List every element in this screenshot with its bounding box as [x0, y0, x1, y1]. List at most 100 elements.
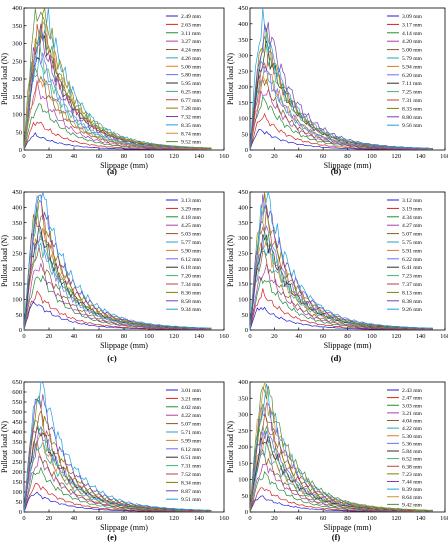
legend-label: 4.24 mm: [181, 48, 202, 54]
legend-label: 5.90 mm: [181, 248, 202, 254]
series-line: [23, 301, 212, 331]
legend-label: 7.28 mm: [181, 106, 202, 112]
y-tick-label: 350: [12, 220, 22, 227]
legend-label: 9.56 mm: [402, 123, 423, 129]
legend-label: 3.27 mm: [181, 39, 202, 45]
chart-panel-c: 0 20 40 60 80 100 120 140 160 0 50 100 150 200 250 300 3…: [0, 189, 229, 363]
y-tick-label: 400: [238, 205, 248, 212]
y-tick-label: 50: [242, 131, 249, 138]
x-tick-label: 60: [96, 515, 103, 522]
x-tick-label: 20: [46, 333, 53, 340]
legend-label: 8.13 mm: [402, 290, 423, 296]
x-tick-label: 60: [320, 515, 327, 522]
y-tick-label: 450: [12, 419, 22, 426]
x-tick-label: 40: [296, 153, 303, 160]
x-tick-label: 0: [248, 333, 251, 340]
chart-panel-d: 0 20 40 60 80 100 120 140 160 0 50 100 150 200 250 300 3…: [226, 189, 448, 363]
x-tick-label: 160: [219, 333, 229, 340]
legend-label: 5.94 mm: [402, 64, 423, 70]
y-tick-label: 0: [19, 327, 22, 334]
y-tick-label: 300: [238, 235, 248, 242]
x-tick-label: 60: [96, 153, 103, 160]
x-axis-label: Slippage (mm): [100, 523, 148, 532]
x-axis-label: Slippage (mm): [324, 161, 372, 170]
legend-label: 2.43 mm: [402, 388, 423, 394]
legend-label: 6.12 mm: [181, 257, 202, 263]
legend-label: 8.64 mm: [402, 495, 423, 501]
legend-label: 3.12 mm: [402, 198, 423, 204]
panel-label: (a): [107, 166, 117, 176]
legend-label: 4.04 mm: [402, 419, 423, 425]
y-tick-label: 650: [12, 379, 22, 386]
x-tick-label: 0: [248, 515, 251, 522]
y-tick-label: 0: [245, 327, 248, 334]
legend-label: 8.87 mm: [181, 489, 202, 495]
chart-panel-b: 0 20 40 60 80 100 120 140 160 0 50 100 150 200 250 300 3…: [226, 5, 448, 176]
legend-label: 4.22 mm: [181, 413, 202, 419]
x-tick-label: 100: [144, 153, 154, 160]
legend-label: 5.75 mm: [402, 240, 423, 246]
legend-label: 8.80 mm: [402, 115, 423, 121]
x-tick-label: 140: [194, 515, 204, 522]
legend-label: 9.52 mm: [181, 140, 202, 146]
series-line: [23, 214, 212, 331]
series-line: [249, 288, 433, 331]
chart-panel-e: 0 20 40 60 80 100 120 140 160 0 50 100 150 200 250 300 3…: [0, 379, 229, 542]
legend-label: 8.39 mm: [402, 487, 423, 493]
y-tick-label: 150: [238, 460, 248, 467]
y-tick-label: 250: [238, 68, 248, 75]
legend-label: 7.32 mm: [181, 115, 202, 121]
legend-label: 9.34 mm: [181, 307, 202, 313]
y-tick-label: 200: [238, 266, 248, 273]
legend-label: 8.58 mm: [181, 299, 202, 305]
x-tick-label: 20: [46, 153, 53, 160]
x-axis-label: Slippage (mm): [324, 523, 372, 532]
y-tick-label: 50: [16, 499, 23, 506]
x-tick-label: 0: [22, 153, 25, 160]
series-line: [23, 121, 212, 151]
legend-label: 4.34 mm: [402, 215, 423, 221]
x-tick-label: 100: [144, 515, 154, 522]
x-tick-label: 100: [367, 333, 377, 340]
legend-label: 7.31 mm: [402, 98, 423, 104]
y-axis-label: Pullout load (N): [226, 235, 235, 287]
x-tick-label: 80: [344, 153, 351, 160]
y-tick-label: 500: [12, 409, 22, 416]
y-tick-label: 250: [238, 428, 248, 435]
legend-label: 4.02 mm: [181, 405, 202, 411]
y-tick-label: 250: [12, 251, 22, 258]
panel-label: (e): [107, 532, 117, 542]
y-tick-label: 50: [242, 493, 249, 500]
y-tick-label: 450: [238, 5, 248, 12]
legend-label: 6.18 mm: [181, 265, 202, 271]
series-line: [23, 80, 212, 151]
y-tick-label: 350: [12, 439, 22, 446]
series-line: [249, 22, 433, 151]
legend-label: 4.14 mm: [402, 31, 423, 37]
legend-label: 3.19 mm: [402, 206, 423, 212]
y-tick-label: 50: [16, 129, 23, 136]
panel-label: (d): [331, 353, 342, 363]
legend-label: 6.52 mm: [402, 457, 423, 463]
legend-label: 3.13 mm: [181, 198, 202, 204]
series-line: [23, 35, 212, 151]
legend-label: 5.07 mm: [402, 232, 423, 238]
y-tick-label: 200: [12, 266, 22, 273]
x-tick-label: 120: [391, 515, 401, 522]
x-tick-label: 120: [169, 333, 179, 340]
legend-label: 3.03 mm: [402, 403, 423, 409]
x-tick-label: 20: [271, 153, 278, 160]
x-tick-label: 160: [440, 333, 448, 340]
series-line: [249, 277, 433, 331]
legend-label: 6.20 mm: [402, 73, 423, 79]
x-tick-label: 20: [46, 515, 53, 522]
y-tick-label: 150: [12, 94, 22, 101]
x-tick-label: 120: [391, 333, 401, 340]
legend-label: 4.26 mm: [181, 56, 202, 62]
x-tick-label: 100: [144, 333, 154, 340]
y-tick-label: 0: [19, 509, 22, 516]
x-tick-label: 40: [71, 153, 78, 160]
y-tick-label: 450: [12, 189, 22, 196]
legend-label: 7.37 mm: [402, 282, 423, 288]
